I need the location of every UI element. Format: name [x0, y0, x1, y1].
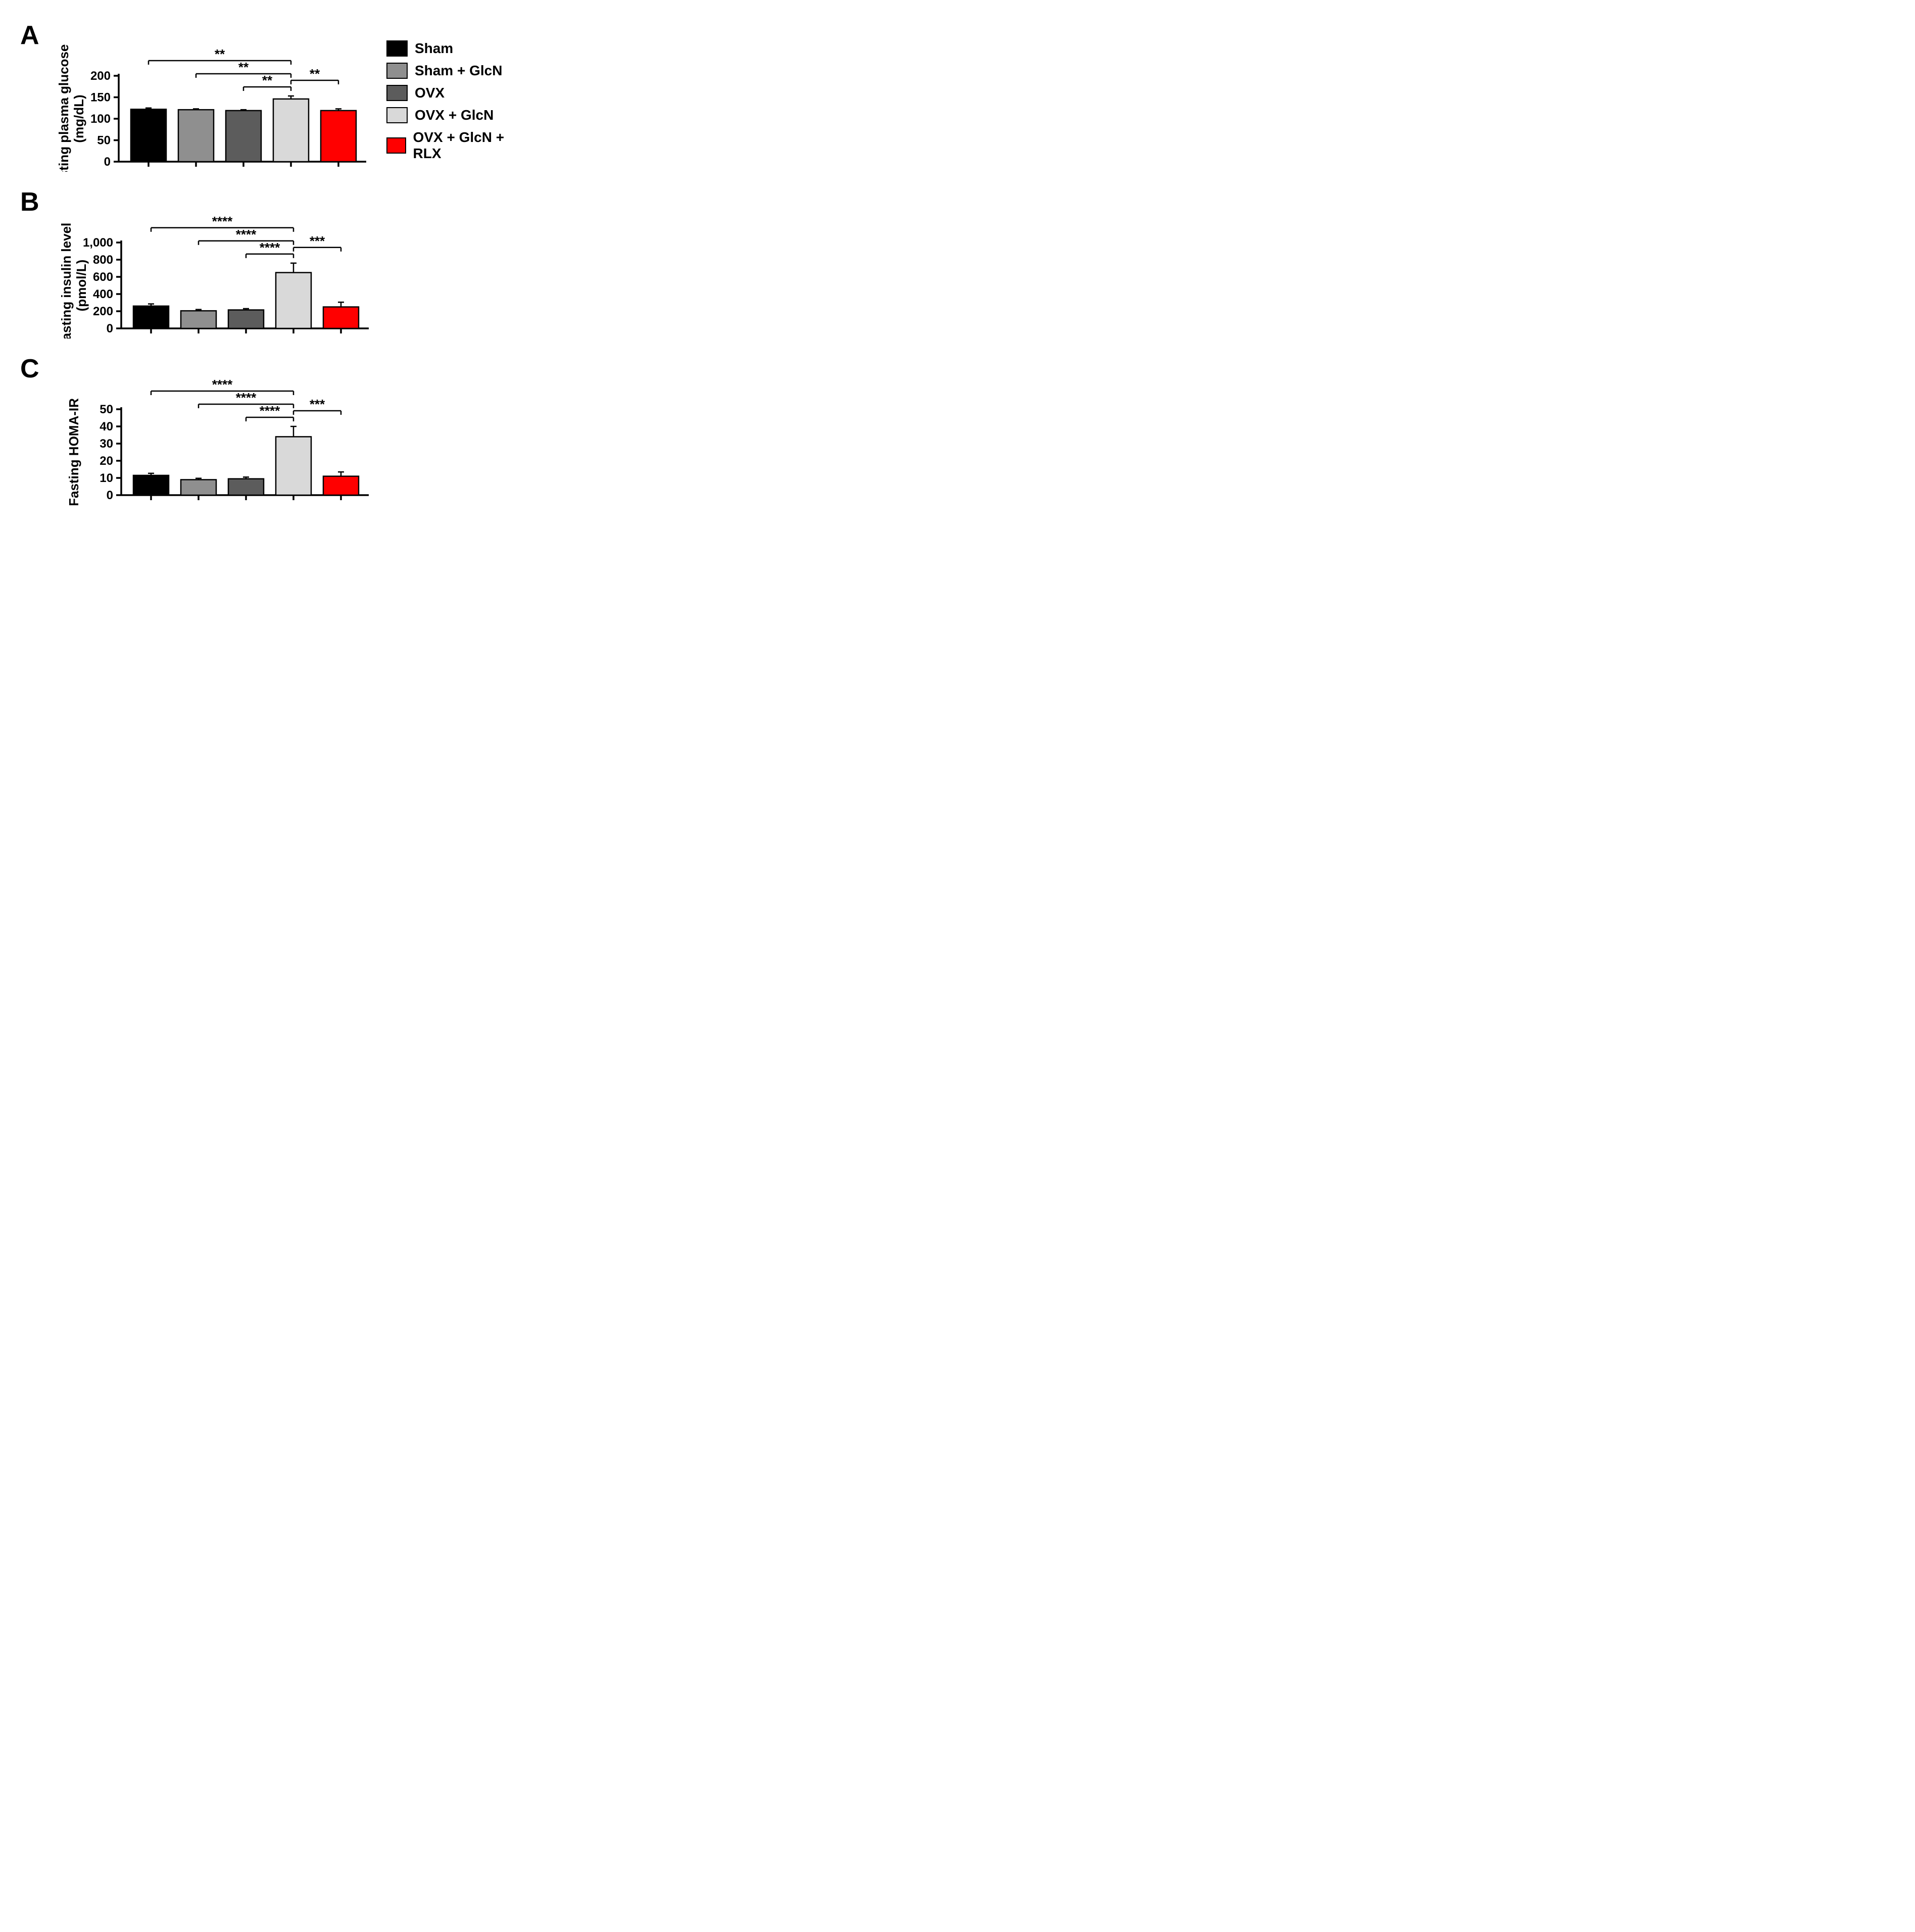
legend-swatch [386, 107, 408, 123]
panel-B: B 0 200 400 600 800 1,000 Fasting insulin level… [20, 187, 525, 339]
legend-label: OVX [415, 85, 445, 101]
legend-label: Sham [415, 40, 453, 57]
legend: Sham Sham + GlcN OVX OVX + GlcN OVX + GlcN +… [386, 40, 525, 168]
panel-letter: C [20, 354, 51, 384]
svg-text:(mg/dL): (mg/dL) [71, 94, 86, 142]
svg-text:20: 20 [100, 454, 113, 468]
chart: 01020304050Fasting HOMA-IR**************… [51, 354, 374, 505]
svg-text:200: 200 [93, 305, 113, 318]
svg-text:50: 50 [100, 403, 113, 416]
svg-text:****: **** [260, 403, 280, 418]
svg-text:0: 0 [107, 489, 113, 502]
chart: 0 50 100 150 200 Fasting plasma glucose(mg/dL… [48, 20, 371, 172]
legend-swatch [386, 137, 406, 154]
panel-C: C01020304050Fasting HOMA-IR*************… [20, 354, 525, 505]
svg-text:Fasting plasma glucose: Fasting plasma glucose [56, 44, 71, 172]
svg-text:***: *** [310, 397, 325, 412]
figure-root: A050100150200Fasting plasma glucose(mg/d… [20, 20, 525, 505]
svg-text:600: 600 [93, 270, 113, 284]
svg-text:**: ** [310, 66, 320, 81]
svg-text:****: **** [236, 227, 257, 242]
svg-text:Fasting HOMA-IR: Fasting HOMA-IR [66, 398, 81, 505]
svg-text:0: 0 [107, 322, 113, 335]
svg-text:1,000: 1,000 [83, 236, 113, 250]
svg-text:**: ** [238, 60, 249, 75]
svg-text:200: 200 [90, 69, 111, 83]
svg-text:30: 30 [100, 437, 113, 451]
svg-text:***: *** [310, 233, 325, 249]
svg-text:Fasting insulin level: Fasting insulin level [59, 223, 74, 339]
legend-item: Sham + GlcN [386, 63, 525, 79]
svg-text:40: 40 [100, 420, 113, 433]
svg-text:****: **** [236, 390, 257, 405]
legend-label: Sham + GlcN [415, 63, 503, 79]
chart: 0 200 400 600 800 1,000 Fasting insulin level(… [51, 187, 374, 339]
svg-text:150: 150 [90, 91, 111, 105]
svg-text:400: 400 [93, 287, 113, 301]
svg-text:****: **** [212, 214, 233, 229]
legend-swatch [386, 85, 408, 101]
legend-item: OVX [386, 85, 525, 101]
legend-item: OVX + GlcN [386, 107, 525, 123]
svg-text:0: 0 [104, 155, 111, 169]
svg-text:10: 10 [100, 471, 113, 485]
svg-text:****: **** [260, 240, 280, 255]
svg-text:100: 100 [90, 112, 111, 126]
svg-text:800: 800 [93, 253, 113, 267]
legend-label: OVX + GlcN [415, 107, 494, 123]
legend-swatch [386, 40, 408, 57]
svg-text:(pmol/L): (pmol/L) [74, 260, 89, 312]
legend-label: OVX + GlcN + RLX [413, 129, 525, 162]
legend-swatch [386, 63, 408, 79]
svg-text:****: **** [212, 377, 233, 392]
panel-letter: A [20, 20, 48, 51]
svg-text:**: ** [262, 73, 273, 88]
svg-text:**: ** [215, 46, 225, 62]
legend-item: OVX + GlcN + RLX [386, 129, 525, 162]
panel-letter: B [20, 187, 51, 217]
legend-item: Sham [386, 40, 525, 57]
svg-text:50: 50 [97, 134, 111, 148]
panel-A: A 0 50 100 150 200 Fasting plasma glucose(mg/d… [20, 20, 525, 172]
